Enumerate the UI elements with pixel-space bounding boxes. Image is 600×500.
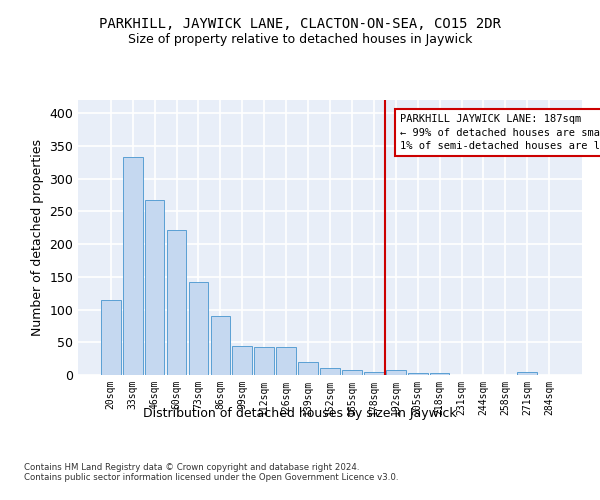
Bar xyxy=(145,200,164,375)
Bar xyxy=(364,372,384,375)
Bar xyxy=(101,300,121,375)
Bar xyxy=(232,346,252,375)
Bar xyxy=(298,362,318,375)
Bar xyxy=(408,373,428,375)
Bar xyxy=(254,347,274,375)
Bar xyxy=(123,157,143,375)
Bar xyxy=(386,370,406,375)
Text: Distribution of detached houses by size in Jaywick: Distribution of detached houses by size … xyxy=(143,408,457,420)
Bar xyxy=(276,347,296,375)
Bar xyxy=(167,230,187,375)
Bar xyxy=(211,316,230,375)
Bar xyxy=(430,373,449,375)
Bar xyxy=(188,282,208,375)
Text: PARKHILL, JAYWICK LANE, CLACTON-ON-SEA, CO15 2DR: PARKHILL, JAYWICK LANE, CLACTON-ON-SEA, … xyxy=(99,18,501,32)
Y-axis label: Number of detached properties: Number of detached properties xyxy=(31,139,44,336)
Bar xyxy=(517,372,537,375)
Text: Contains HM Land Registry data © Crown copyright and database right 2024.
Contai: Contains HM Land Registry data © Crown c… xyxy=(24,462,398,482)
Text: PARKHILL JAYWICK LANE: 187sqm
← 99% of detached houses are smaller (1,284)
1% of: PARKHILL JAYWICK LANE: 187sqm ← 99% of d… xyxy=(400,114,600,151)
Bar xyxy=(320,368,340,375)
Text: Size of property relative to detached houses in Jaywick: Size of property relative to detached ho… xyxy=(128,32,472,46)
Bar xyxy=(342,370,362,375)
